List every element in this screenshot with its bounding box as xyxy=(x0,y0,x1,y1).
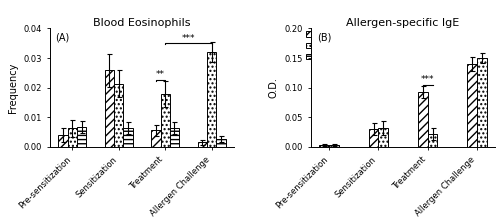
Y-axis label: Frequency: Frequency xyxy=(8,62,18,113)
Bar xyxy=(207,52,216,147)
Bar xyxy=(160,94,170,147)
Bar xyxy=(114,84,124,147)
Bar xyxy=(105,71,114,147)
Bar xyxy=(170,128,179,147)
Bar xyxy=(77,127,86,147)
Bar xyxy=(68,128,77,147)
Text: (B): (B) xyxy=(316,32,331,42)
Bar xyxy=(477,58,486,147)
Bar xyxy=(368,129,378,147)
Text: ***: *** xyxy=(182,34,195,42)
Bar xyxy=(418,92,428,147)
Text: **: ** xyxy=(156,71,165,79)
Bar xyxy=(467,64,477,147)
Bar xyxy=(151,131,160,147)
Bar xyxy=(198,142,207,147)
Text: ***: *** xyxy=(421,75,434,84)
Bar xyxy=(124,128,132,147)
Bar xyxy=(428,134,438,147)
Bar xyxy=(330,145,339,147)
Bar xyxy=(320,145,330,147)
Bar xyxy=(216,139,226,147)
Legend: Vaccine, Placebo, Not sensitized: Vaccine, Placebo, Not sensitized xyxy=(306,30,380,62)
Bar xyxy=(378,128,388,147)
Y-axis label: O.D.: O.D. xyxy=(269,77,279,98)
Text: (A): (A) xyxy=(56,32,70,42)
Title: Blood Eosinophils: Blood Eosinophils xyxy=(93,18,190,28)
Title: Allergen-specific IgE: Allergen-specific IgE xyxy=(346,18,460,28)
Bar xyxy=(58,135,68,147)
